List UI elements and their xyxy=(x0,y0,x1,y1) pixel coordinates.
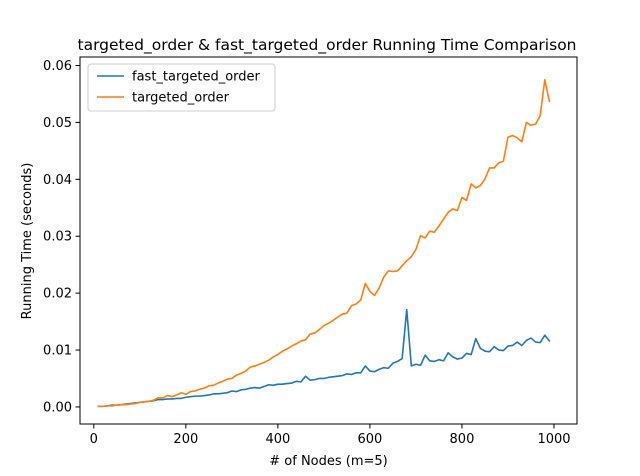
y-tick-label: 0.03 xyxy=(43,230,72,245)
y-tick-label: 0.01 xyxy=(43,344,72,359)
y-tick-label: 0.05 xyxy=(43,116,72,131)
y-tick-label: 0.06 xyxy=(43,59,72,74)
axes: 0 200 400 600 800 1000 0.00 0.01 0.02 0.03 0.04 0.0… xyxy=(43,56,578,447)
legend: fast_targeted_order targeted_order xyxy=(87,63,276,112)
axes-frame xyxy=(79,56,578,425)
x-tick-label: 600 xyxy=(358,432,383,447)
x-axis-label: # of Nodes (m=5) xyxy=(269,454,388,469)
x-tick-label: 800 xyxy=(450,432,475,447)
chart-title: targeted_order & fast_targeted_order Run… xyxy=(78,36,577,55)
legend-box xyxy=(87,63,276,112)
series-line-fast-targeted-order xyxy=(97,308,551,408)
x-tick-label: 200 xyxy=(173,432,198,447)
series-line-targeted-order xyxy=(97,78,551,408)
x-tick-label: 400 xyxy=(265,432,290,447)
x-tick-label: 1000 xyxy=(537,432,570,447)
x-tick-label: 0 xyxy=(90,432,98,447)
y-tick-label: 0.00 xyxy=(43,400,72,415)
y-tick-label: 0.02 xyxy=(43,287,72,302)
legend-label-targeted-order: targeted_order xyxy=(132,91,230,106)
y-axis-label: Running Time (seconds) xyxy=(20,163,35,320)
y-tick-label: 0.04 xyxy=(43,173,72,188)
legend-label-fast-targeted-order: fast_targeted_order xyxy=(132,70,261,85)
plot-area xyxy=(97,78,551,408)
